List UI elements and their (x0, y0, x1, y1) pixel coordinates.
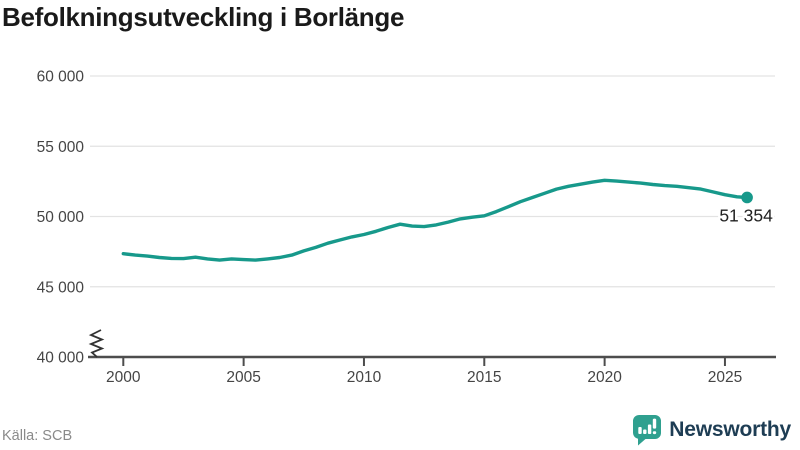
y-tick-label: 55 000 (37, 139, 85, 156)
logo-exclamation-dot (653, 430, 657, 434)
x-tick-label: 2005 (226, 369, 260, 386)
end-value-label: 51 354 (719, 205, 773, 225)
end-point-dot (741, 191, 753, 204)
chart-title: Befolkningsutveckling i Borlänge (2, 2, 405, 32)
x-tick-label: 2015 (467, 369, 501, 386)
newsworthy-wordmark: Newsworthy (669, 418, 791, 441)
y-tick-label: 45 000 (37, 279, 85, 296)
x-tick-label: 2000 (106, 369, 141, 386)
x-tick-label: 2020 (587, 369, 622, 386)
y-axis-break-squiggle (88, 329, 105, 358)
y-tick-label: 50 000 (37, 209, 85, 226)
population-line (121, 178, 749, 262)
logo-bar-3 (648, 424, 652, 434)
y-tick-label: 40 000 (37, 350, 85, 367)
x-tick-label: 2010 (347, 369, 382, 386)
newsworthy-bubble-icon (633, 414, 662, 445)
logo-bar-1 (638, 426, 642, 434)
logo-exclamation-bar (653, 418, 657, 429)
logo-bar-2 (643, 429, 647, 434)
newsworthy-logo[interactable]: Newsworthy (632, 413, 791, 447)
source-label: Källa: SCB (2, 428, 73, 444)
y-tick-label: 60 000 (37, 69, 85, 86)
x-tick-label: 2025 (708, 369, 742, 386)
